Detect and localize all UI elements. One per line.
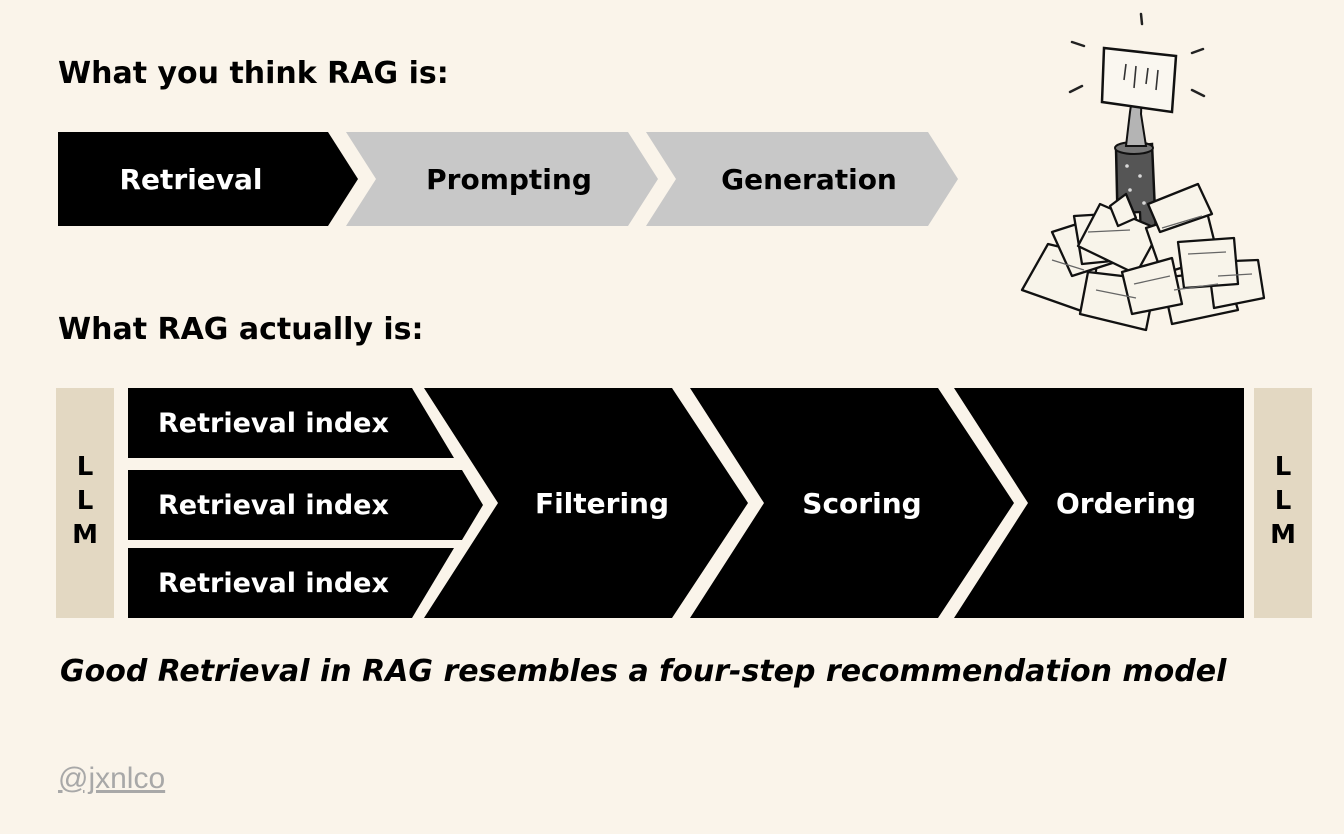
llm-label-right: LLM xyxy=(1268,452,1298,554)
naive-step-retrieval: Retrieval xyxy=(58,132,358,226)
caption: Good Retrieval in RAG resembles a four-s… xyxy=(60,654,1227,689)
retrieval-index-1: Retrieval index xyxy=(128,388,454,458)
llm-label-left: LLM xyxy=(70,452,100,554)
author-handle-link[interactable]: @jxnlco xyxy=(58,762,166,795)
retrieval-index-2: Retrieval index xyxy=(128,470,483,540)
heading-what-you-think: What you think RAG is: xyxy=(58,56,449,91)
paper-pile-with-raised-hand-icon xyxy=(1020,12,1266,332)
naive-step-generation: Generation xyxy=(646,132,958,226)
retrieval-index-3: Retrieval index xyxy=(128,548,454,618)
heading-what-rag-actually-is: What RAG actually is: xyxy=(58,312,424,347)
llm-bar-right: LLM xyxy=(1254,388,1312,618)
llm-bar-left: LLM xyxy=(56,388,114,618)
naive-step-prompting: Prompting xyxy=(346,132,658,226)
stage-filtering: Filtering xyxy=(424,388,748,618)
